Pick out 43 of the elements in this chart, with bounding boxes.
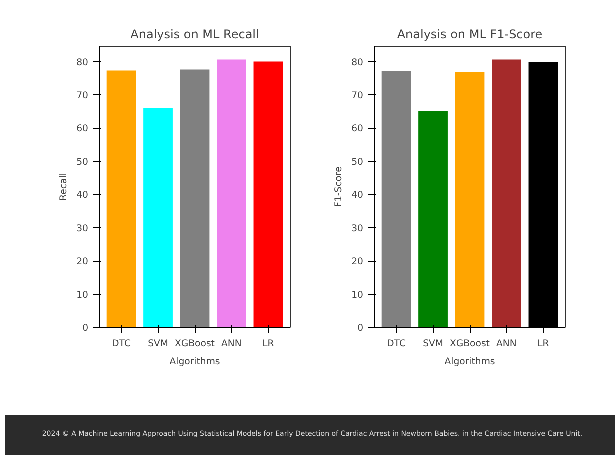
x-tick-label: XGBoost: [450, 338, 490, 350]
bar: [144, 108, 173, 328]
y-tick-label: 60: [76, 124, 89, 135]
y-tick-label: 50: [76, 156, 89, 168]
x-tick-label: ANN: [496, 338, 517, 350]
y-tick-label: 80: [76, 57, 89, 68]
bar: [180, 70, 210, 328]
y-axis-title: Recall: [58, 173, 70, 201]
bar: [418, 111, 448, 328]
bar: [455, 72, 485, 328]
y-tick-label: 70: [76, 90, 89, 102]
x-axis-title: Algorithms: [444, 356, 496, 368]
x-tick-label: LR: [262, 338, 275, 350]
y-tick-label: 20: [352, 256, 364, 268]
bar: [382, 71, 412, 328]
x-tick-label: DTC: [112, 338, 131, 350]
x-tick-label: LR: [538, 338, 550, 350]
y-tick-label: 60: [352, 124, 364, 135]
bar: [254, 62, 284, 328]
y-tick-label: 0: [358, 323, 364, 334]
chart-title: Analysis on ML F1-Score: [397, 28, 543, 42]
x-axis-title: Algorithms: [170, 356, 220, 368]
bar: [106, 70, 136, 328]
y-tick-label: 30: [352, 223, 364, 234]
x-tick-label: XGBoost: [175, 338, 216, 350]
y-tick-label: 70: [352, 90, 364, 102]
x-tick-label: DTC: [387, 338, 406, 350]
y-tick-label: 50: [352, 156, 364, 168]
y-axis-title: F1-Score: [334, 166, 345, 208]
bar: [492, 60, 522, 328]
chart-title: Analysis on ML Recall: [130, 28, 260, 42]
x-tick-label: SVM: [423, 338, 444, 350]
bar: [217, 60, 246, 328]
y-tick-label: 0: [82, 323, 89, 334]
y-tick-label: 30: [76, 223, 89, 234]
y-tick-label: 10: [76, 290, 89, 301]
x-tick-label: ANN: [222, 338, 242, 350]
y-tick-label: 10: [352, 290, 364, 301]
y-tick-label: 40: [76, 190, 89, 202]
y-tick-label: 20: [76, 256, 89, 268]
y-tick-label: 80: [352, 57, 364, 68]
y-tick-label: 40: [352, 190, 364, 202]
x-tick-label: SVM: [148, 338, 168, 350]
